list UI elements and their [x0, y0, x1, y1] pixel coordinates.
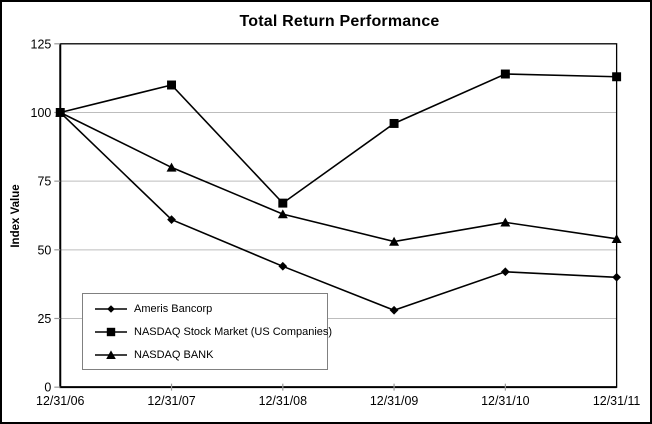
y-tick-label: 25	[37, 312, 51, 326]
triangle-data-point-marker	[500, 217, 511, 227]
y-tick-label: 0	[44, 381, 51, 395]
chart-title: Total Return Performance	[239, 13, 440, 30]
series-line-nasdaq-bank	[59, 111, 617, 243]
triangle-marker-icon	[95, 349, 127, 359]
legend: Ameris Bancorp NASDAQ Stock Market (US C…	[82, 293, 332, 370]
legend-item-ameris-bancorp: Ameris Bancorp	[94, 303, 325, 315]
triangle-data-point-marker	[277, 209, 288, 219]
diamond-data-point-marker	[278, 261, 288, 271]
square-data-point-marker	[55, 107, 65, 117]
legend-label: NASDAQ Stock Market (US Companies)	[134, 325, 333, 338]
diamond-data-point-marker	[500, 267, 510, 277]
x-tick-label: 12/31/10	[481, 394, 529, 408]
x-tick-label: 12/31/06	[36, 394, 84, 408]
square-marker-icon	[95, 327, 127, 336]
diamond-data-point-marker	[612, 272, 621, 282]
diamond-marker-icon	[95, 304, 127, 313]
y-tick-label: 100	[31, 106, 52, 120]
triangle-data-point-marker	[389, 236, 400, 246]
x-tick-label: 12/31/09	[370, 394, 418, 408]
diamond-data-point-marker	[389, 305, 399, 315]
x-tick-label: 12/31/07	[147, 394, 195, 408]
legend-label: NASDAQ BANK	[134, 348, 214, 361]
triangle-data-point-marker	[611, 234, 622, 244]
series-line-ameris-bancorp	[59, 111, 617, 312]
y-tick-label: 125	[31, 37, 52, 51]
x-tick-label: 12/31/11	[593, 394, 641, 408]
square-data-point-marker	[500, 69, 510, 79]
square-data-point-marker	[167, 80, 177, 90]
x-tick-label: 12/31/08	[259, 394, 307, 408]
series-line-nasdaq-stock-market-us-companies	[60, 73, 617, 205]
square-data-point-marker	[612, 72, 622, 82]
square-data-point-marker	[278, 198, 288, 208]
y-tick-label: 75	[37, 175, 51, 189]
square-data-point-marker	[389, 118, 399, 128]
legend-item-nasdaq-stock-market: NASDAQ Stock Market (US Companies)	[94, 326, 332, 338]
legend-label: Ameris Bancorp	[134, 302, 213, 315]
diamond-data-point-marker	[167, 215, 176, 224]
triangle-data-point-marker	[166, 162, 177, 172]
y-tick-label: 50	[37, 243, 51, 257]
legend-item-nasdaq-bank: NASDAQ BANK	[94, 349, 325, 361]
